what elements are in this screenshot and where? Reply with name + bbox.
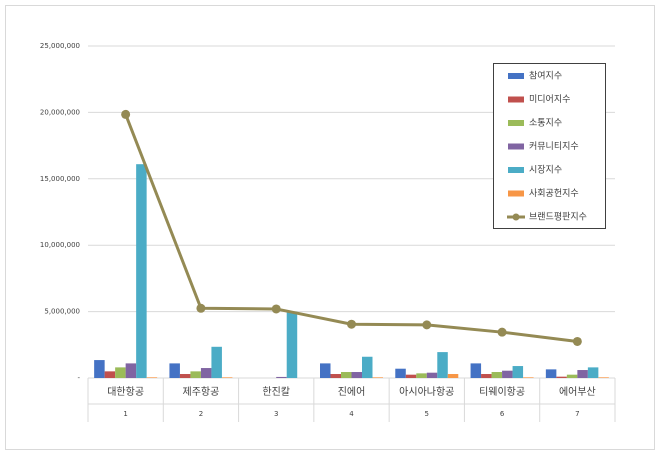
line-marker: [497, 327, 507, 337]
x-tick-label: 아시아나항공: [399, 386, 454, 398]
bar: [276, 376, 287, 378]
bar: [566, 374, 578, 378]
bar: [362, 356, 373, 378]
bar: [190, 371, 201, 378]
line-marker: [422, 320, 432, 330]
bar: [447, 374, 459, 378]
y-tick-label: 5,000,000: [44, 308, 80, 316]
line-marker: [347, 319, 356, 329]
line-marker: [271, 304, 281, 314]
bar: [351, 372, 362, 378]
bar: [221, 377, 233, 378]
bar: [286, 311, 298, 378]
bar: [598, 377, 609, 378]
bar: [94, 360, 105, 378]
y-tick-label: -: [77, 374, 80, 382]
bar: [437, 352, 448, 378]
y-tick-label: 20,000,000: [40, 108, 80, 116]
bar: [211, 346, 222, 378]
bar: [481, 374, 492, 378]
line-marker: [121, 109, 131, 119]
y-tick-label: 10,000,000: [40, 241, 80, 249]
bar: [104, 371, 116, 378]
bar: [502, 370, 513, 378]
bar: [115, 367, 126, 378]
x-tick-number: 7: [575, 410, 579, 418]
x-tick-number: 4: [349, 410, 354, 418]
bar: [320, 363, 331, 378]
legend-label: 시장지수: [529, 165, 562, 176]
bar: [341, 372, 352, 378]
bar: [395, 368, 406, 378]
legend-label: 커뮤니티지수: [529, 141, 579, 152]
x-tick-label: 한진칼: [262, 385, 290, 398]
x-tick-number: 1: [123, 410, 127, 418]
bar: [512, 366, 524, 378]
legend-swatch: [508, 96, 524, 103]
bar: [330, 374, 341, 378]
bar: [416, 373, 427, 378]
legend-label: 소통지수: [529, 118, 562, 129]
bar: [146, 377, 158, 378]
x-tick-label: 진에어: [338, 386, 366, 398]
bar: [587, 367, 599, 378]
legend-label: 참여지수: [529, 70, 562, 82]
legend-swatch: [508, 73, 524, 79]
bar: [577, 370, 588, 378]
bar: [405, 374, 417, 378]
bar: [426, 372, 438, 378]
legend-swatch: [508, 190, 524, 197]
bar: [136, 164, 147, 378]
line-marker: [196, 303, 206, 313]
x-tick-number: 5: [425, 410, 429, 418]
bar: [179, 374, 191, 378]
x-tick-number: 2: [199, 410, 203, 418]
bar: [556, 376, 567, 378]
line-marker: [572, 336, 582, 346]
legend-swatch: [508, 120, 524, 126]
bar: [491, 372, 503, 378]
y-tick-label: 25,000,000: [40, 42, 80, 50]
x-tick-label: 대한항공: [107, 386, 144, 398]
bar: [169, 363, 180, 378]
x-tick-label: 티웨이항공: [479, 386, 525, 398]
legend-swatch: [508, 143, 524, 150]
legend-swatch: [508, 167, 524, 173]
bar: [372, 377, 383, 378]
legend-label: 사회공헌지수: [529, 188, 579, 199]
bar: [545, 369, 557, 378]
x-tick-label: 에어부산: [559, 386, 596, 398]
legend-label: 미디어지수: [529, 94, 570, 105]
bar: [125, 363, 137, 378]
x-tick-label: 제주항공: [183, 386, 220, 398]
bar: [523, 377, 534, 378]
bar: [200, 368, 212, 378]
y-tick-label: 15,000,000: [40, 175, 80, 183]
bar: [470, 363, 482, 378]
x-tick-number: 6: [500, 410, 505, 418]
legend-marker: [512, 213, 520, 221]
x-tick-number: 3: [274, 410, 278, 418]
legend-label: 브랜드평판지수: [529, 212, 587, 223]
